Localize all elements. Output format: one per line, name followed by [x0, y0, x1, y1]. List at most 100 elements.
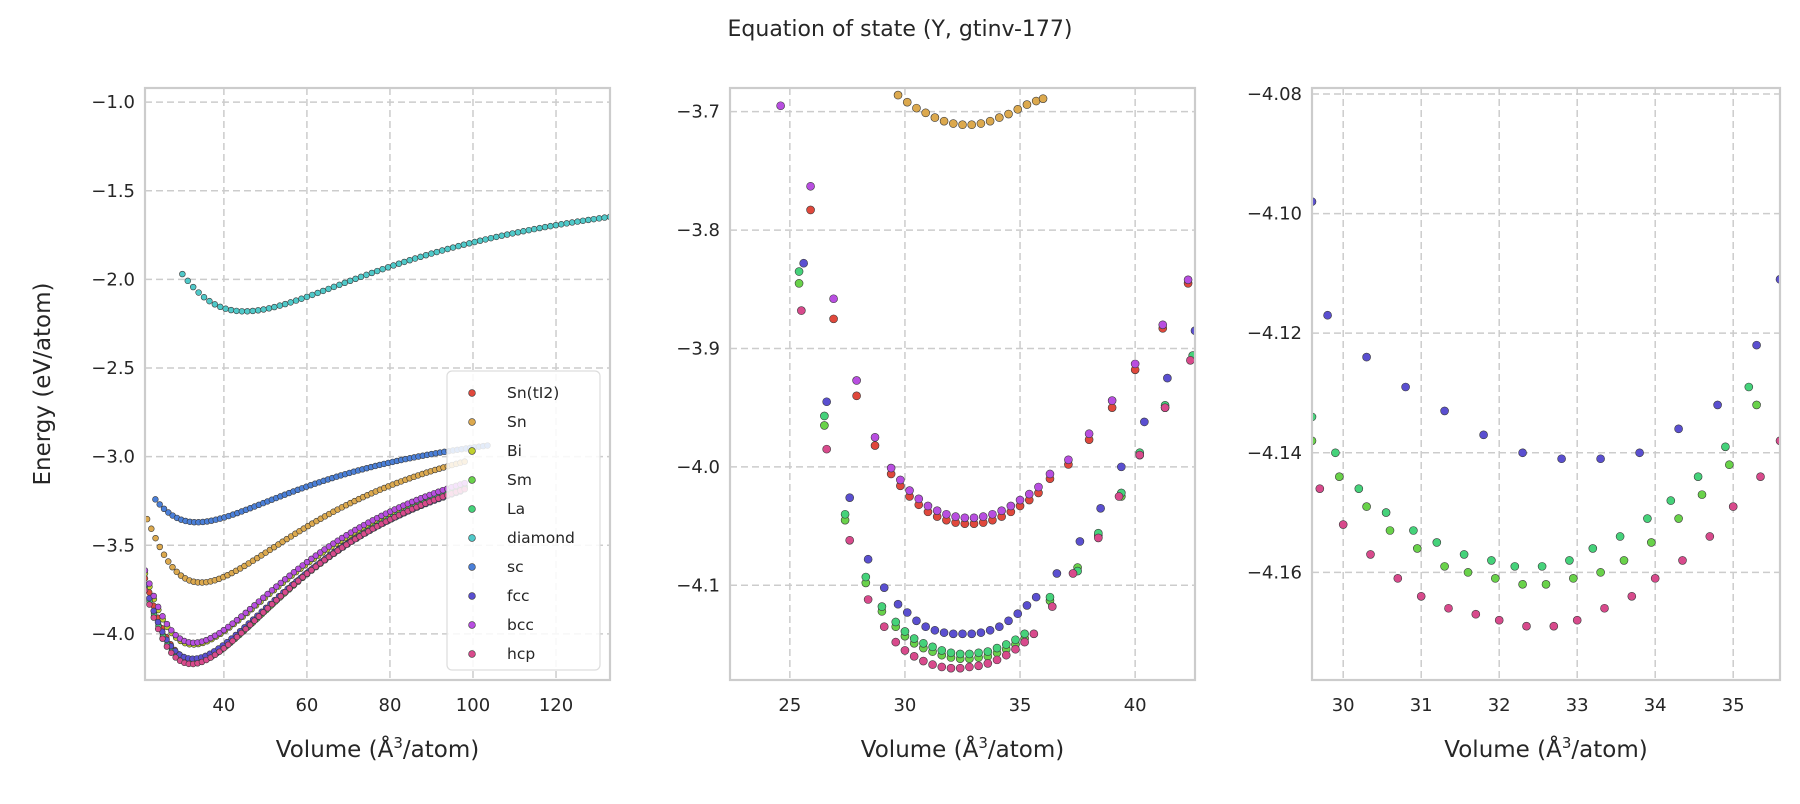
- axes-frame: [143, 86, 612, 682]
- data-point-fcc: [845, 493, 855, 502]
- data-point-fcc: [1075, 537, 1085, 546]
- data-point-hcp: [325, 553, 333, 561]
- series-sm: [1312, 400, 1761, 589]
- data-point-diamond: [417, 253, 424, 261]
- data-point-bcc: [1158, 320, 1168, 330]
- data-point-hcp: [211, 651, 219, 659]
- data-point-hcp: [312, 563, 319, 570]
- data-point-diamond: [422, 252, 430, 259]
- data-point-diamond: [595, 215, 603, 222]
- x-axis-label: Volume (Å3/atom): [861, 734, 1064, 763]
- series-bcc: [776, 101, 1193, 523]
- data-point-fcc: [1013, 609, 1023, 619]
- data-point-hcp: [1444, 603, 1453, 613]
- data-point-hcp: [900, 646, 910, 655]
- data-point-fcc: [799, 258, 808, 268]
- data-point-fcc: [150, 607, 157, 615]
- data-point-bcc: [159, 613, 166, 620]
- data-point-bcc: [806, 181, 815, 191]
- data-point-diamond: [601, 214, 608, 221]
- legend-marker-la: [468, 505, 476, 513]
- data-point-bcc: [255, 598, 263, 605]
- data-point-diamond: [200, 294, 208, 301]
- data-point-bcc: [960, 513, 970, 523]
- data-point-bcc: [316, 549, 324, 556]
- data-point-hcp: [797, 306, 806, 315]
- y-tick-label: −1.5: [91, 181, 135, 202]
- data-point-sm: [1385, 526, 1395, 535]
- data-point-fcc: [1052, 569, 1062, 578]
- data-point-sc: [156, 501, 163, 508]
- axes-frame: [1310, 86, 1782, 682]
- data-point-fcc: [1635, 448, 1644, 458]
- data-point-hcp: [268, 600, 276, 608]
- data-point-la: [1537, 562, 1547, 571]
- data-point-hcp: [1135, 450, 1145, 460]
- data-point-hcp: [154, 625, 162, 633]
- data-point-bcc: [997, 506, 1006, 515]
- data-point-diamond: [395, 260, 403, 267]
- data-point-hcp: [1315, 484, 1325, 493]
- data-point-diamond: [520, 228, 527, 235]
- data-point-bcc: [988, 509, 997, 519]
- data-point-bcc: [330, 540, 337, 547]
- data-point-sn: [893, 90, 903, 100]
- data-point-bcc: [978, 512, 988, 521]
- y-tick-label: −4.10: [1247, 204, 1302, 225]
- data-point-hcp: [863, 595, 873, 604]
- data-point-diamond: [368, 269, 376, 277]
- data-point-sc: [160, 505, 168, 513]
- legend-marker-hcp: [468, 650, 476, 658]
- legend-label-sn: Sn: [507, 413, 527, 431]
- data-point-la: [1565, 556, 1574, 565]
- data-point-hcp: [1650, 574, 1660, 583]
- data-point-hcp: [308, 566, 315, 574]
- data-point-diamond: [433, 248, 440, 256]
- y-tick-label: −4.08: [1247, 84, 1302, 105]
- figure-title: Equation of state (Y, gtinv-177): [728, 17, 1073, 42]
- x-tick-label: 40: [212, 695, 235, 716]
- x-tick-label: 120: [539, 695, 573, 716]
- data-point-hcp: [246, 621, 254, 628]
- x-tick-label: 34: [1644, 695, 1667, 716]
- x-axis-label: Volume (Å3/atom): [276, 734, 479, 763]
- data-point-la: [1020, 629, 1029, 639]
- y-tick-label: −3.0: [91, 447, 135, 468]
- data-point-hcp: [321, 556, 328, 564]
- legend-label-fcc: fcc: [507, 587, 530, 605]
- data-point-diamond: [330, 283, 338, 291]
- legend-label-la: La: [507, 500, 525, 518]
- data-point-hcp: [220, 645, 228, 652]
- data-point-hcp: [1627, 591, 1637, 601]
- data-point-bcc: [303, 558, 311, 566]
- data-point-diamond: [449, 244, 457, 251]
- y-tick-label: −4.14: [1247, 443, 1302, 464]
- data-point-bcc: [969, 513, 979, 523]
- legend-marker-diamond: [468, 534, 476, 542]
- data-point-bcc: [896, 475, 905, 485]
- data-point-sm: [1440, 562, 1449, 571]
- series-hcp: [145, 486, 468, 668]
- data-point-bcc: [295, 565, 302, 572]
- data-point-diamond: [238, 308, 246, 315]
- data-point-sm: [1674, 514, 1683, 523]
- data-point-diamond: [590, 215, 597, 223]
- data-point-bcc: [146, 580, 153, 587]
- data-point-sn: [169, 563, 176, 571]
- x-tick-label: 100: [456, 695, 490, 716]
- data-point-diamond: [444, 245, 451, 253]
- data-point-sm: [1413, 544, 1422, 553]
- data-point-la: [1615, 532, 1625, 541]
- data-point-diamond: [411, 255, 419, 262]
- y-tick-label: −2.0: [91, 269, 135, 290]
- data-point-bcc: [942, 509, 951, 519]
- data-point-diamond: [303, 293, 311, 301]
- data-point-la: [909, 634, 919, 643]
- legend: Sn(tI2) Sn Bi Sm La diamond sc fcc bcc hcp: [446, 370, 601, 671]
- data-point-hcp: [983, 659, 993, 668]
- data-point-bcc: [932, 506, 942, 515]
- data-points: [1312, 197, 1780, 631]
- data-point-la: [965, 649, 974, 659]
- data-point-hcp: [281, 589, 289, 596]
- data-point-fcc: [930, 625, 940, 635]
